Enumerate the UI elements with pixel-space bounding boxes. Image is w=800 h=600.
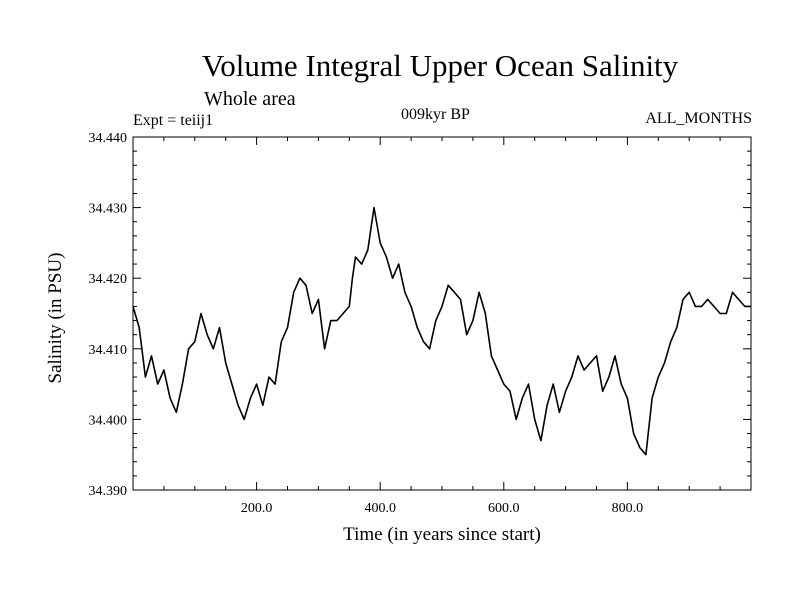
months-label: ALL_MONTHS <box>645 110 752 127</box>
y-tick-label: 34.430 <box>89 202 128 217</box>
y-tick-label: 34.400 <box>89 413 128 428</box>
x-axis: 200.0 400.0 600.0 800.0 <box>163 137 721 516</box>
y-tick-label: 34.410 <box>89 343 128 358</box>
x-tick-label: 400.0 <box>364 501 396 516</box>
chart-subtitle: Whole area <box>204 88 296 110</box>
x-tick-label: 600.0 <box>488 501 520 516</box>
x-tick-label: 800.0 <box>612 501 644 516</box>
period-label: 009kyr BP <box>401 106 470 123</box>
chart-title: Volume Integral Upper Ocean Salinity <box>201 48 679 83</box>
x-tick-label: 200.0 <box>241 501 273 516</box>
y-axis-label: Salinity (in PSU) <box>45 252 66 384</box>
y-axis: 34.390 34.400 34.410 34.420 34.430 34.440 <box>89 131 751 499</box>
y-tick-label: 34.390 <box>89 484 128 499</box>
plot-area <box>132 136 752 491</box>
y-tick-label: 34.440 <box>89 131 128 146</box>
x-axis-label: Time (in years since start) <box>343 524 541 545</box>
plot-frame <box>132 136 752 491</box>
series-line <box>132 206 751 456</box>
series-group <box>132 206 751 456</box>
experiment-label: Expt = teiij1 <box>133 112 214 129</box>
y-tick-label: 34.420 <box>89 272 128 287</box>
